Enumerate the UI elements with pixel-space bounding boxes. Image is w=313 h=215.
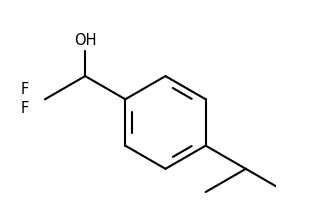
- Text: F: F: [21, 82, 29, 97]
- Text: OH: OH: [74, 33, 96, 48]
- Text: F: F: [21, 101, 29, 117]
